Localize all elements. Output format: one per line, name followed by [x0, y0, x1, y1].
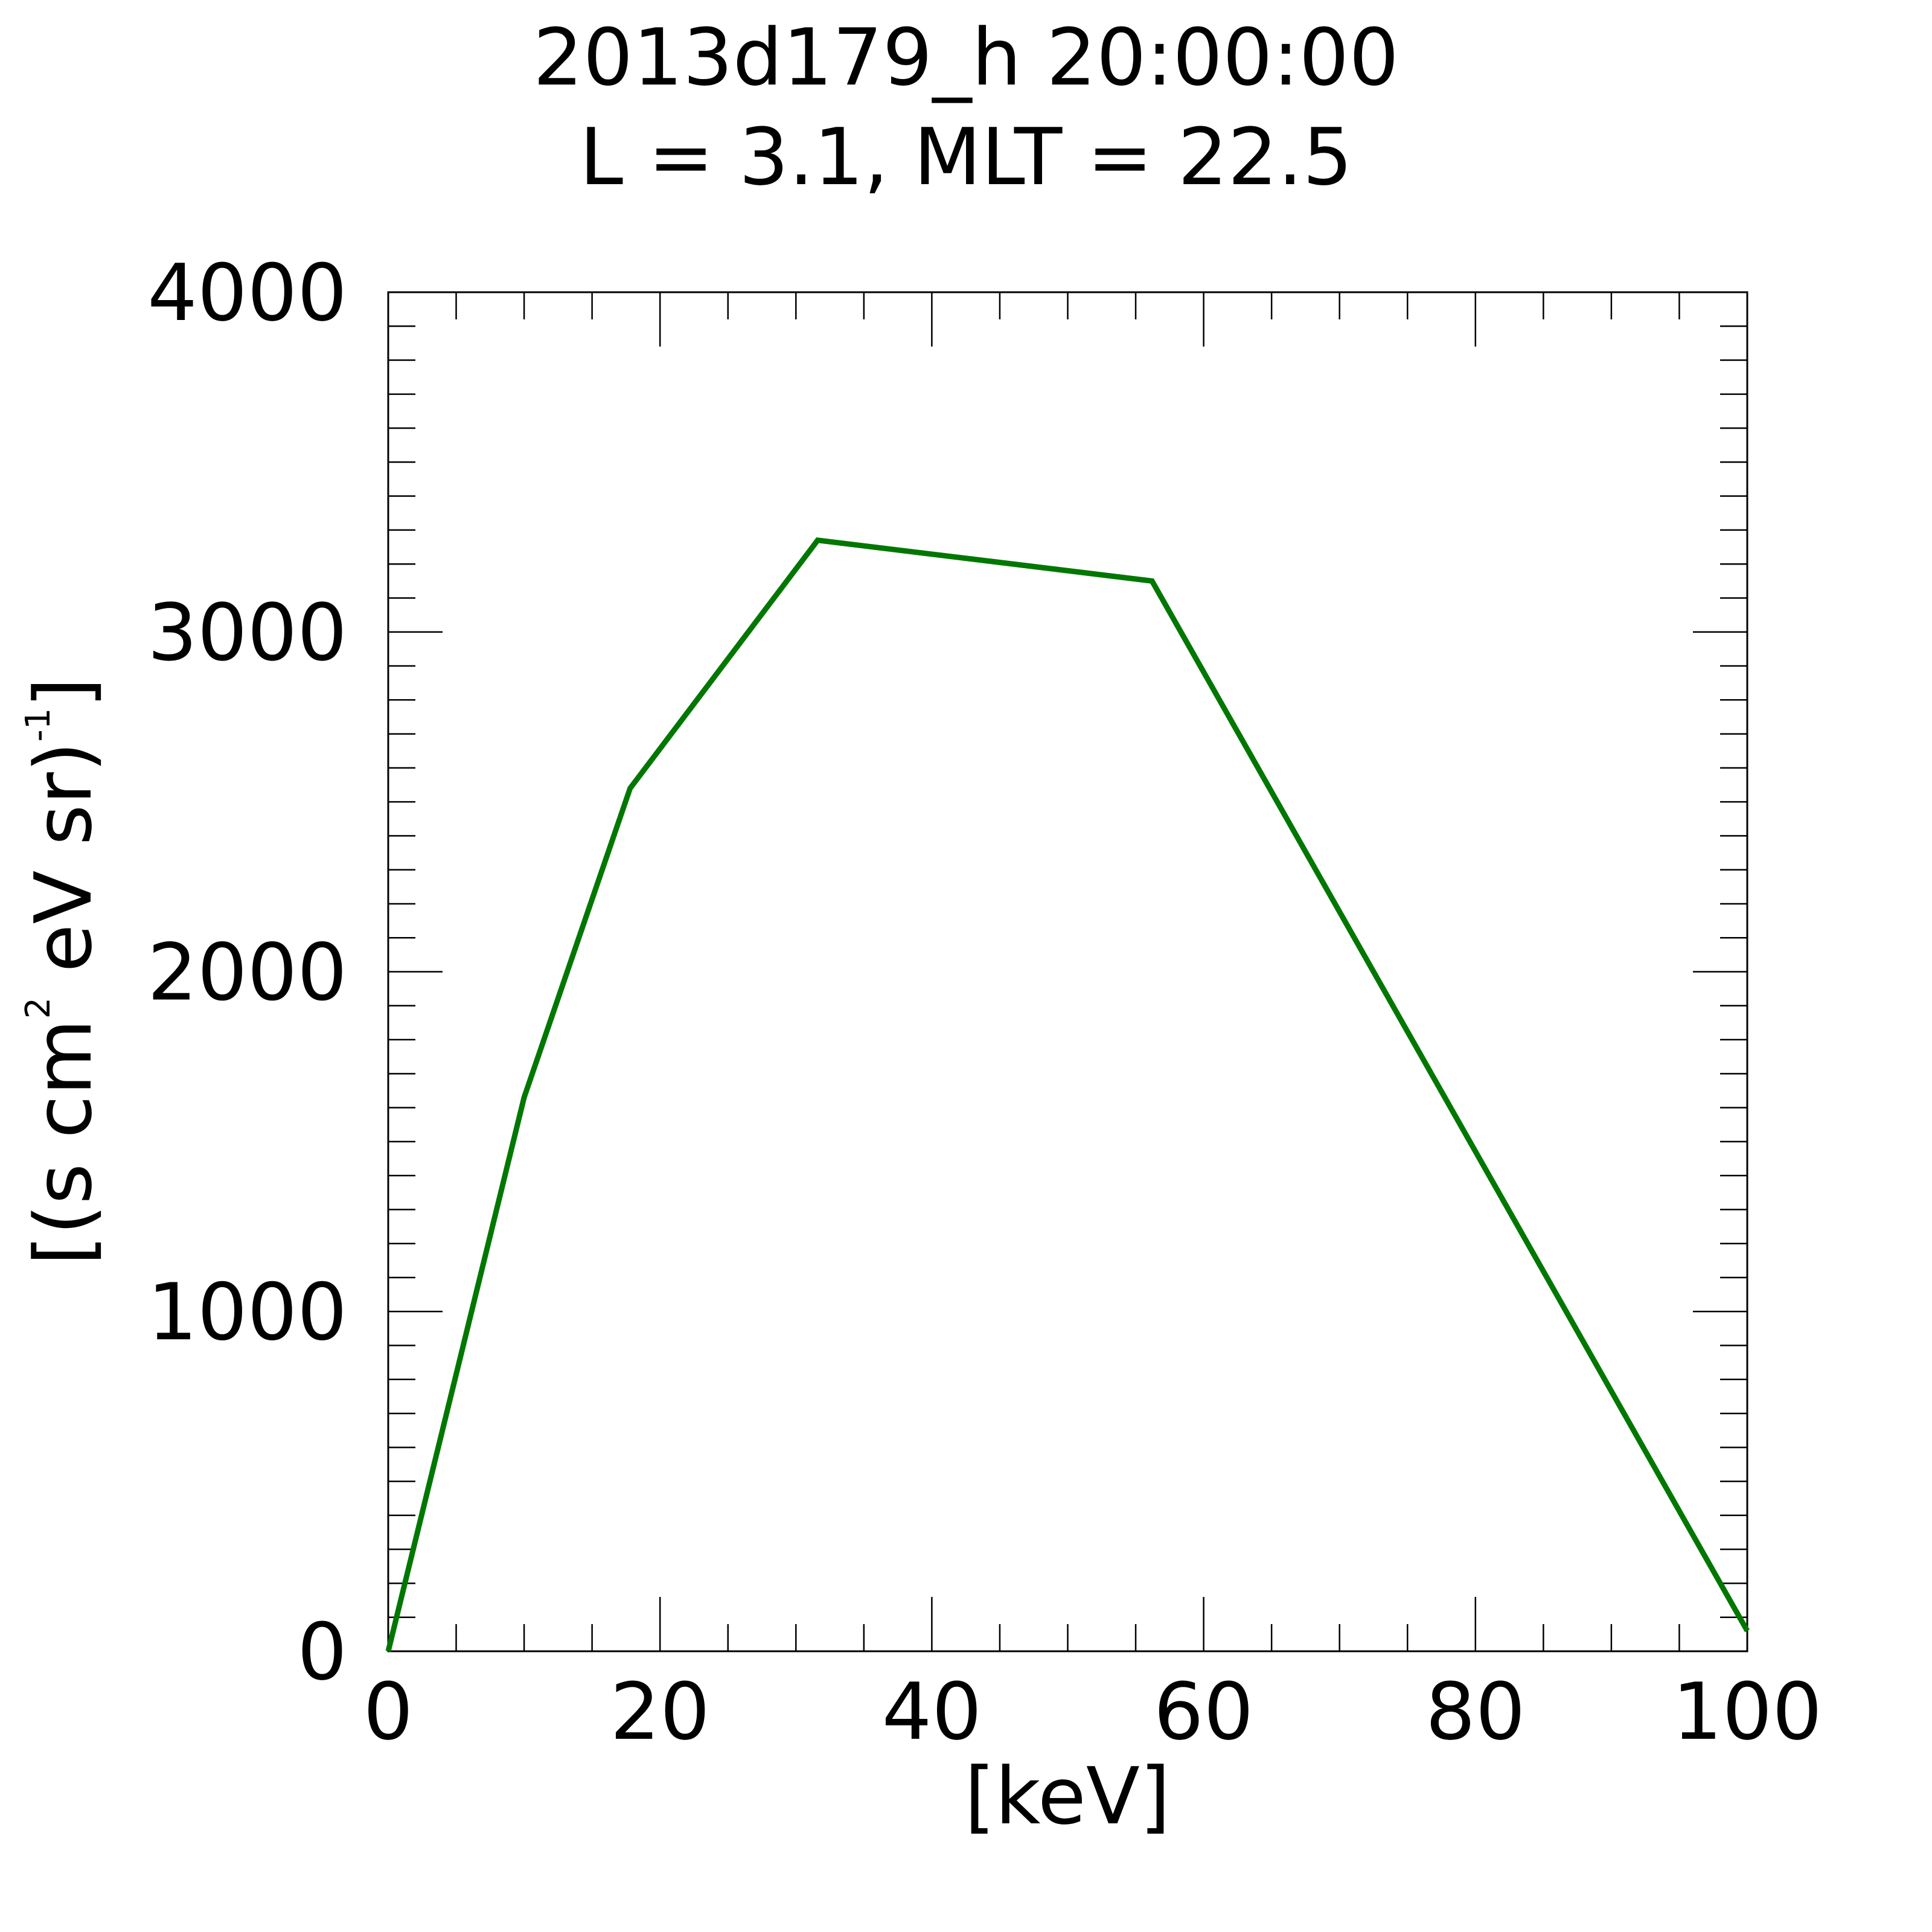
x-tick-label: 80 [1425, 1666, 1525, 1758]
chart-subtitle: L = 3.1, MLT = 22.5 [580, 111, 1353, 203]
y-tick-label: 3000 [147, 587, 347, 679]
series-layer [385, 537, 1750, 1652]
x-tick-label: 100 [1672, 1666, 1822, 1758]
x-axis-label: [keV] [965, 1750, 1171, 1842]
y-tick-labels: 0 1000 2000 3000 4000 [147, 247, 347, 1698]
y-tick-label: 1000 [147, 1266, 347, 1358]
plot-frame [387, 291, 1748, 1652]
x-tick-label: 40 [882, 1666, 982, 1758]
y-axis-label: [(s cm2 eV sr)-1] [18, 677, 109, 1265]
x-tick-label: 0 [363, 1666, 414, 1758]
y-tick-label: 0 [297, 1606, 347, 1698]
x-tick-label: 60 [1154, 1666, 1253, 1758]
chart-title: 2013d179_h 20:00:00 [533, 11, 1399, 103]
x-tick-label: 20 [610, 1666, 709, 1758]
y-tick-label: 4000 [147, 247, 347, 339]
series-line [385, 537, 1750, 1652]
y-tick-label: 2000 [147, 927, 347, 1019]
x-tick-labels: 0 20 40 60 80 100 [363, 1666, 1822, 1758]
axis-ticks [387, 291, 1748, 1652]
